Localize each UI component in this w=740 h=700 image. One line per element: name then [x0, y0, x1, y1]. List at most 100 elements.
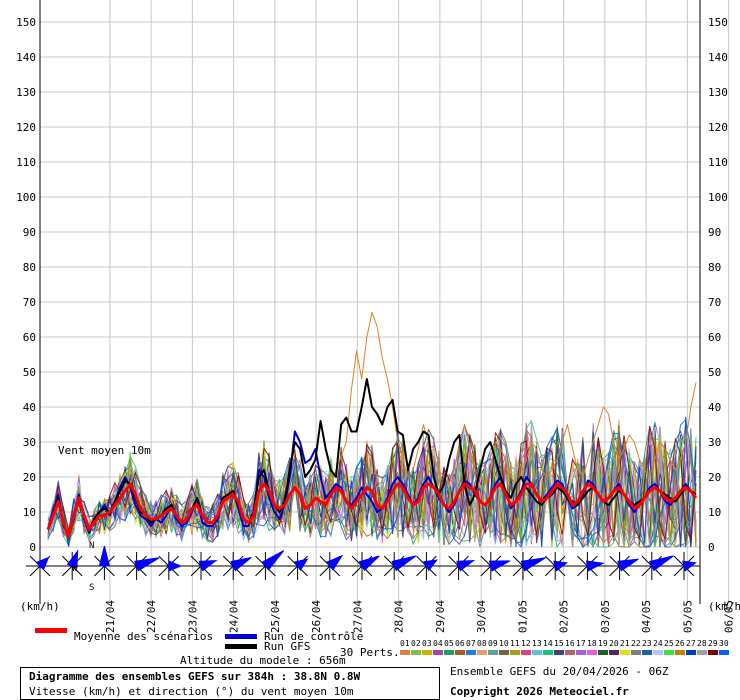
wind-arrow: [198, 559, 218, 572]
y-tick-label-left: 50: [23, 366, 36, 379]
perturbation-number-14: 14: [543, 639, 553, 648]
date-tick-label: 21/04: [104, 600, 117, 633]
date-tick-label: 28/04: [393, 600, 406, 633]
compass-spoke: [351, 565, 363, 577]
y-unit-right: (km/h): [708, 600, 740, 613]
perturbation-number-21: 21: [620, 639, 630, 648]
footer-subtitle: Vitesse (km/h) et direction (°) du vent …: [29, 685, 354, 698]
perturbation-swatch-09: [488, 650, 498, 655]
y-tick-label-left: 100: [16, 191, 36, 204]
y-tick-label-left: 140: [16, 51, 36, 64]
date-tick-label: 24/04: [228, 600, 241, 633]
wind-arrow: [423, 559, 438, 572]
legend-mean-label: Moyenne des scénarios: [74, 630, 214, 643]
compass-spoke: [480, 565, 492, 577]
perturbation-swatch-15: [554, 650, 564, 655]
compass-spoke: [512, 565, 524, 577]
compass-spoke: [448, 555, 459, 567]
perturbation-swatch-07: [466, 650, 476, 655]
perturbation-swatch-19: [598, 650, 608, 655]
series-line-0: [46, 482, 698, 538]
perturbation-number-13: 13: [532, 639, 542, 648]
wind-arrow: [134, 557, 160, 572]
perturbation-number-18: 18: [587, 639, 597, 648]
wind-arrow: [66, 549, 79, 569]
compass-spoke: [673, 565, 685, 577]
wind-arrow: [488, 560, 511, 572]
y-tick-label-right: 120: [708, 121, 728, 134]
perturbation-swatch-04: [433, 650, 443, 655]
date-tick-label: 27/04: [351, 600, 364, 633]
wind-arrow: [682, 560, 697, 572]
perturbation-number-30: 30: [719, 639, 729, 648]
perturbation-swatch-27: [686, 650, 696, 655]
legend-gfs-label: Run GFS: [264, 640, 311, 653]
perturbation-swatch-26: [675, 650, 685, 655]
y-tick-label-right: 110: [708, 156, 728, 169]
compass-spoke: [319, 565, 331, 577]
y-unit-left: (km/h): [20, 600, 60, 613]
perturbation-swatch-05: [444, 650, 454, 655]
copyright-label: Copyright 2026 Meteociel.fr: [450, 685, 629, 698]
y-tick-label-left: 40: [23, 401, 36, 414]
legend-gfs-swatch: [225, 644, 257, 649]
perturbation-swatch-25: [664, 650, 674, 655]
wind-arrow: [648, 555, 674, 572]
compass-spoke: [126, 565, 137, 577]
perturbation-number-27: 27: [686, 639, 696, 648]
y-tick-label-right: 140: [708, 51, 728, 64]
perturbation-swatch-02: [411, 650, 421, 655]
perturbation-number-12: 12: [521, 639, 531, 648]
y-tick-label-right: 30: [708, 436, 721, 449]
compass-spoke: [383, 555, 395, 567]
compass-spoke: [351, 555, 363, 567]
date-tick-label: 02/05: [558, 600, 571, 633]
compass-spoke: [416, 555, 427, 567]
perturbation-number-20: 20: [609, 639, 619, 648]
compass-spoke: [416, 565, 427, 577]
legend-control-swatch: [225, 634, 257, 639]
perturbation-number-02: 02: [411, 639, 421, 648]
y-tick-label-left: 80: [23, 261, 36, 274]
perturbation-swatch-29: [708, 650, 718, 655]
y-tick-label-right: 40: [708, 401, 721, 414]
compass-spoke: [94, 565, 105, 577]
perturbation-swatch-21: [620, 650, 630, 655]
perturbation-number-15: 15: [554, 639, 564, 648]
compass-spoke: [609, 555, 620, 567]
compass-spoke: [104, 565, 115, 577]
y-tick-label-right: 10: [708, 506, 721, 519]
compass-spoke: [577, 555, 588, 567]
date-tick-label: 04/05: [640, 600, 653, 633]
compass-spoke: [190, 555, 202, 567]
perturbation-number-25: 25: [664, 639, 674, 648]
y-tick-label-left: 0: [29, 541, 36, 554]
compass-spoke: [222, 555, 234, 567]
y-tick-label-left: 30: [23, 436, 36, 449]
perturbation-number-29: 29: [708, 639, 718, 648]
compass-letter-s: S: [89, 583, 94, 593]
y-tick-label-right: 60: [708, 331, 721, 344]
perturbation-number-11: 11: [510, 639, 520, 648]
compass-spoke: [222, 565, 234, 577]
date-tick-label: 29/04: [434, 600, 447, 633]
perturbation-number-10: 10: [499, 639, 509, 648]
footer-title: Diagramme des ensembles GEFS sur 384h : …: [29, 670, 361, 683]
y-tick-label-right: 0: [708, 541, 715, 554]
wind-arrow: [98, 545, 111, 567]
wind-arrow: [230, 557, 252, 572]
compass-spoke: [544, 555, 556, 567]
perturbation-number-08: 08: [477, 639, 487, 648]
perturbation-swatch-11: [510, 650, 520, 655]
perturbation-number-04: 04: [433, 639, 443, 648]
y-tick-label-left: 10: [23, 506, 36, 519]
perturbation-swatch-10: [499, 650, 509, 655]
perturbation-swatch-13: [532, 650, 542, 655]
perturbation-number-26: 26: [675, 639, 685, 648]
compass-letter-n: N: [89, 541, 94, 551]
y-tick-label-left: 150: [16, 16, 36, 29]
date-tick-label: 01/05: [516, 600, 529, 633]
y-tick-label-right: 80: [708, 261, 721, 274]
perturbation-number-22: 22: [631, 639, 641, 648]
perturbation-swatch-06: [455, 650, 465, 655]
